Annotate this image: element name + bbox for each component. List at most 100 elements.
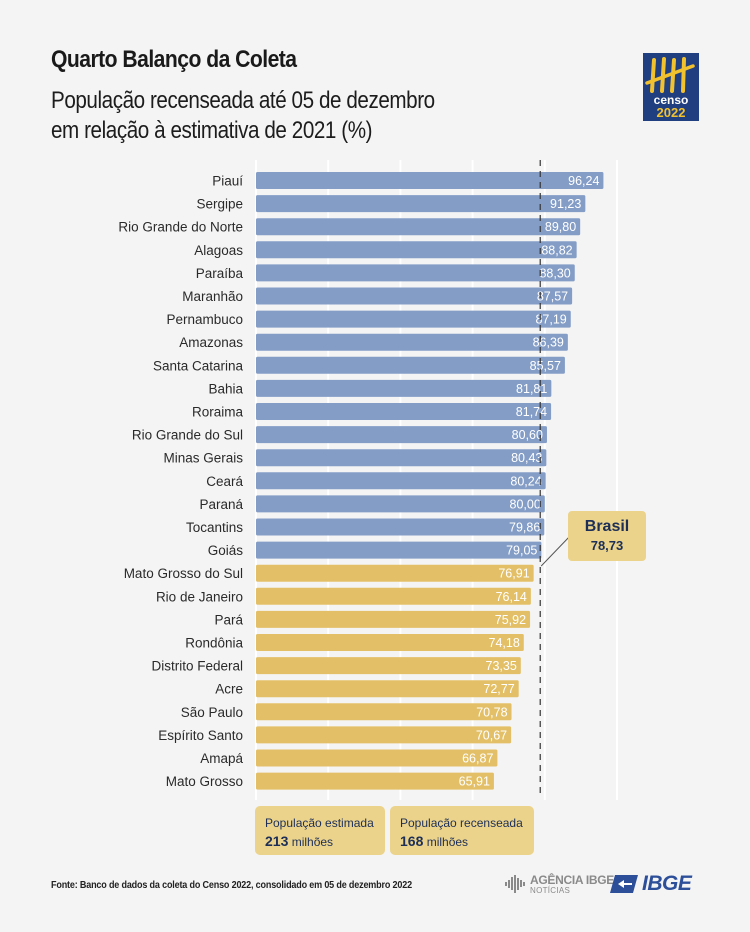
bar — [256, 379, 552, 397]
value-label: 81,74 — [516, 405, 547, 419]
bar — [256, 749, 498, 767]
value-label: 86,39 — [533, 336, 564, 350]
agencia-signal-icon — [505, 875, 525, 893]
summary-box-counted: População recenseada 168 milhões — [390, 806, 534, 855]
category-label: Espírito Santo — [158, 728, 243, 743]
value-label: 80,43 — [511, 451, 542, 465]
bar — [256, 472, 546, 490]
category-label: Alagoas — [194, 243, 243, 258]
brasil-callout: Brasil 78,73 — [568, 511, 646, 561]
category-label: Pernambuco — [166, 312, 243, 327]
subtitle-line-1: População recenseada até 05 de dezembro — [51, 87, 435, 114]
value-label: 79,05 — [506, 544, 537, 558]
category-label: Bahia — [208, 381, 243, 396]
value-label: 89,80 — [545, 220, 576, 234]
value-label: 76,14 — [496, 590, 527, 604]
value-label: 91,23 — [550, 197, 581, 211]
bar — [256, 495, 545, 513]
logo-word: censo — [654, 93, 689, 107]
bars — [256, 172, 604, 790]
agencia-name: AGÊNCIA IBGE — [530, 872, 614, 887]
bar — [256, 403, 552, 420]
callout-name: Brasil — [584, 518, 630, 535]
bar — [256, 310, 571, 328]
value-labels: 96,24 91,23 89,80 88,82 88,30 87,57 87,19 86,39… — [459, 174, 600, 789]
bar — [256, 541, 542, 559]
bar — [256, 218, 581, 236]
bar — [256, 726, 512, 744]
value-label: 80,00 — [510, 497, 541, 511]
summary-label: População estimada — [265, 816, 374, 830]
bar — [256, 426, 547, 444]
summary-box-estimated: População estimada 213 milhões — [255, 806, 385, 855]
ibge-mark-icon — [610, 875, 638, 893]
value-label: 96,24 — [568, 174, 599, 188]
summary-number: 168 — [400, 833, 424, 849]
category-label: Mato Grosso do Sul — [124, 566, 243, 581]
value-label: 81,81 — [516, 382, 547, 396]
value-label: 87,19 — [535, 313, 566, 327]
value-label: 72,77 — [483, 682, 514, 696]
category-label: Minas Gerais — [163, 451, 243, 466]
bar — [256, 657, 521, 675]
value-label: 66,87 — [462, 752, 493, 766]
bar — [256, 587, 531, 605]
category-label: Tocantins — [186, 520, 243, 535]
category-label: Distrito Federal — [151, 659, 243, 674]
value-label: 70,67 — [476, 728, 507, 742]
bar — [256, 703, 512, 721]
source-note: Fonte: Banco de dados da coleta do Censo… — [51, 879, 412, 891]
value-label: 70,78 — [476, 705, 507, 719]
bar — [256, 680, 519, 698]
category-label: Acre — [215, 682, 243, 697]
value-label: 88,30 — [539, 266, 570, 280]
value-label: 65,91 — [459, 775, 490, 789]
bar — [256, 172, 604, 189]
bar — [256, 518, 545, 536]
value-label: 79,86 — [509, 521, 540, 535]
category-label: Sergipe — [196, 197, 243, 212]
bar — [256, 772, 494, 790]
category-label: Rondônia — [185, 636, 243, 651]
callout-value: 78,73 — [590, 538, 624, 553]
bar — [256, 449, 547, 467]
category-label: Rio Grande do Norte — [118, 220, 243, 235]
category-label: Santa Catarina — [153, 358, 244, 373]
bar — [256, 333, 568, 351]
category-label: Maranhão — [182, 289, 243, 304]
category-label: Paraná — [199, 497, 243, 512]
category-label: Rio Grande do Sul — [132, 428, 243, 443]
value-label: 87,57 — [537, 290, 568, 304]
bar — [256, 356, 565, 374]
summary-number: 213 — [265, 833, 289, 849]
subtitle-line-2: em relação à estimativa de 2021 (%) — [51, 117, 373, 144]
category-label: Goiás — [208, 543, 244, 558]
category-label: Ceará — [206, 474, 243, 489]
category-label: Rio de Janeiro — [156, 589, 243, 604]
chart-title: Quarto Balanço da Coleta — [51, 46, 297, 73]
bar — [256, 195, 586, 213]
value-label: 73,35 — [486, 659, 517, 673]
category-label: Paraíba — [196, 266, 244, 281]
category-labels: Piauí Sergipe Rio Grande do Norte Alagoas Pa… — [118, 174, 243, 790]
category-label: Amapá — [200, 751, 243, 766]
summary-unit: milhões — [426, 835, 469, 849]
category-label: Pará — [214, 612, 243, 627]
bar — [256, 241, 577, 259]
value-label: 76,91 — [498, 567, 529, 581]
value-label: 74,18 — [489, 636, 520, 650]
ibge-logo: IBGE — [610, 872, 692, 896]
value-label: 80,24 — [510, 474, 541, 488]
reference-line-group — [539, 160, 572, 794]
agencia-ibge-logo: AGÊNCIA IBGE NOTÍCIAS — [505, 872, 614, 896]
value-label: 85,57 — [530, 359, 561, 373]
category-label: São Paulo — [181, 705, 243, 720]
summary-unit: milhões — [291, 835, 334, 849]
bar — [256, 634, 524, 651]
censo-2022-logo-icon: censo 2022 — [643, 53, 699, 121]
bar — [256, 564, 534, 582]
value-label: 80,60 — [512, 428, 543, 442]
category-label: Mato Grosso — [166, 774, 243, 789]
summary-label: População recenseada — [400, 816, 523, 830]
